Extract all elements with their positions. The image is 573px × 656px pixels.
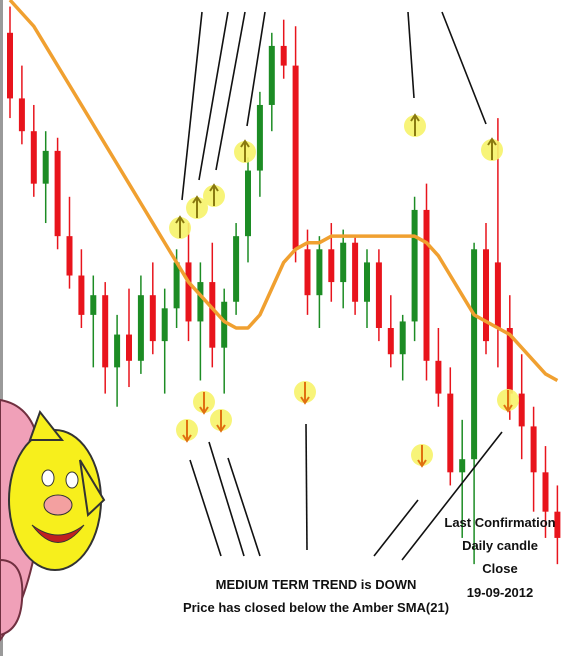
candle-body [316, 249, 323, 296]
candle-body [209, 282, 216, 348]
candle-body [471, 249, 478, 460]
candle-body [114, 334, 121, 368]
annotation: Close [482, 561, 517, 576]
signal-arrows [169, 11, 519, 561]
candle-body [364, 262, 370, 302]
candle-body [459, 459, 466, 473]
candle-body [149, 295, 156, 342]
left-border [0, 0, 3, 656]
candle-body [18, 98, 25, 132]
candle-body [197, 282, 204, 322]
annotation: Last Confirmation [444, 515, 555, 530]
candle-body [411, 209, 418, 322]
candle-body [102, 295, 109, 368]
candle-body [30, 131, 37, 184]
sma-line [8, 0, 559, 383]
candle-body [185, 262, 192, 322]
candle-body [352, 242, 359, 302]
candle-body [256, 104, 263, 171]
candle-body [435, 360, 442, 394]
candle-body [280, 45, 287, 66]
candle-body [245, 170, 251, 237]
candle-body [233, 236, 240, 302]
annotation: Price has closed below the Amber SMA(21) [183, 600, 449, 615]
annotation: Daily candle [462, 538, 538, 553]
candle-body [483, 249, 489, 342]
candle-body [328, 249, 335, 283]
candle-body [173, 262, 180, 309]
candle-body [494, 262, 501, 328]
candle-body [78, 275, 85, 315]
candle-body [542, 472, 549, 512]
candle-body [375, 262, 382, 328]
candle-body [268, 45, 275, 105]
candle-body [340, 242, 347, 283]
candle-body [554, 511, 561, 538]
candle-body [66, 236, 73, 276]
candle-body [292, 65, 299, 250]
candle-body [90, 295, 97, 315]
annotation: 19-09-2012 [467, 585, 534, 600]
candle-body [518, 393, 525, 427]
candle-body [7, 32, 13, 99]
candle-body [447, 393, 454, 473]
candle-body [42, 150, 49, 184]
candle-body [221, 301, 228, 348]
mascot [0, 398, 106, 642]
candle-body [54, 150, 61, 237]
candle-body [399, 321, 406, 355]
candle-body [506, 328, 513, 394]
candle-body [126, 334, 132, 361]
candles [7, 0, 561, 565]
candle-body [530, 426, 537, 473]
candle-body [387, 328, 394, 355]
candle-body [423, 209, 430, 361]
candle-body [161, 308, 168, 342]
annotation: MEDIUM TERM TREND is DOWN [216, 577, 417, 592]
candle-body [304, 249, 311, 296]
candle-body [137, 295, 144, 361]
